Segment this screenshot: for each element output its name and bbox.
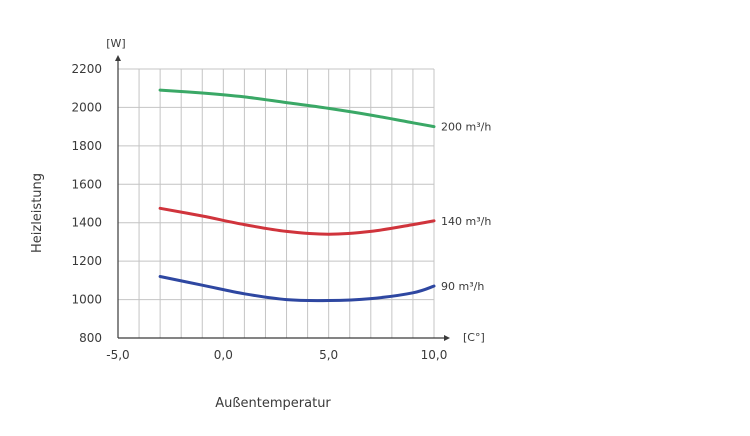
y-axis-arrow [115,55,121,61]
tick-labels: 800 1000 1200 1400 1600 1800 2000 2200 -5,0 0,0 5,… [71,62,447,362]
x-tick-label: -5,0 [106,348,129,362]
series-line-2 [158,206,436,236]
series-line-1 [158,88,436,129]
series-line-3 [158,275,436,303]
series-label-3: 90 m³/h [441,280,484,293]
y-tick-label: 1200 [71,254,102,268]
y-axis-title: Heizleistung [30,173,45,253]
series-label-1: 200 m³/h [441,121,491,134]
y-tick-label: 1600 [71,177,102,191]
y-tick-label: 800 [79,331,102,345]
y-tick-label: 1000 [71,293,102,307]
series-lines [158,88,436,303]
x-axis-arrow [444,335,450,341]
y-tick-label: 2000 [71,100,102,114]
x-tick-label: 10,0 [421,348,448,362]
series-label-2: 140 m³/h [441,215,491,228]
series-labels: 200 m³/h 140 m³/h 90 m³/h [441,121,491,293]
y-tick-label: 1800 [71,139,102,153]
x-tick-label: 5,0 [319,348,338,362]
y-unit-label: [W] [106,37,125,50]
y-tick-label: 2200 [71,62,102,76]
x-unit-label: [C°] [463,331,485,344]
y-tick-label: 1400 [71,216,102,230]
axes [115,55,450,341]
x-axis-title: Außentemperatur [215,396,331,411]
x-tick-label: 0,0 [214,348,233,362]
